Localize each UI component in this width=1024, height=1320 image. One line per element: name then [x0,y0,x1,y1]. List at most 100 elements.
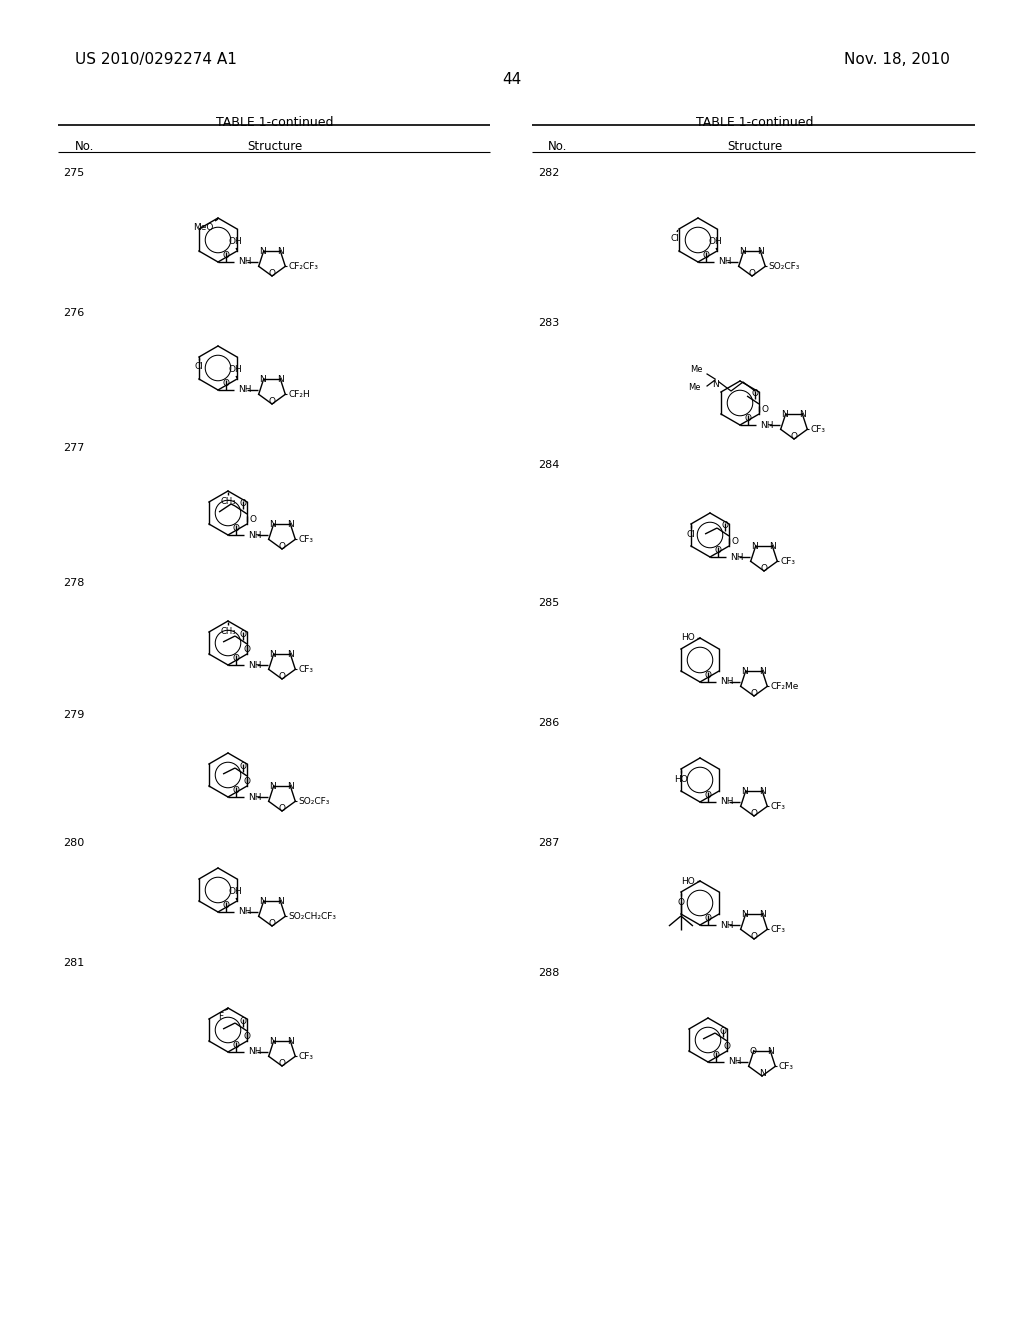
Text: NH: NH [730,553,743,561]
Text: O: O [702,251,710,260]
Text: N: N [739,247,746,256]
Text: N: N [758,247,764,256]
Text: NH: NH [720,797,733,807]
Text: Cl: Cl [195,362,204,371]
Text: O: O [244,1032,251,1041]
Text: 287: 287 [538,838,559,847]
Text: O: O [722,521,728,531]
Text: N: N [768,1047,774,1056]
Text: O: O [232,1041,240,1049]
Text: N: N [288,781,294,791]
Text: CF₃: CF₃ [770,801,785,810]
Text: N: N [752,543,759,550]
Text: O: O [731,537,738,546]
Text: O: O [791,432,798,441]
Text: TABLE 1-continued: TABLE 1-continued [696,116,814,129]
Text: N: N [278,247,285,256]
Text: O: O [268,397,275,407]
Text: CF₃: CF₃ [770,925,785,933]
Text: O: O [750,1047,757,1056]
Text: N: N [269,649,276,659]
Text: O: O [761,405,768,414]
Text: OH: OH [228,238,242,246]
Text: OH: OH [228,366,242,374]
Text: O: O [751,809,758,818]
Text: O: O [705,913,712,923]
Text: O: O [222,379,229,388]
Text: O: O [279,543,286,550]
Text: Cl: Cl [686,531,695,539]
Text: N: N [760,787,766,796]
Text: N: N [712,380,719,389]
Text: 277: 277 [63,444,84,453]
Text: O: O [232,653,240,663]
Text: CH₃: CH₃ [220,498,236,506]
Text: NH: NH [238,385,252,395]
Text: NH: NH [248,531,261,540]
Text: O: O [240,630,247,639]
Text: US 2010/0292274 A1: US 2010/0292274 A1 [75,51,237,67]
Text: NH: NH [238,257,252,267]
Text: O: O [240,762,247,771]
Text: NH: NH [238,908,252,916]
Text: NH: NH [720,677,733,686]
Text: Cl: Cl [671,234,679,243]
Text: N: N [269,520,276,529]
Text: CH₃: CH₃ [220,627,236,636]
Text: O: O [705,791,712,800]
Text: N: N [800,411,806,418]
Text: CF₃: CF₃ [810,425,825,434]
Text: N: N [269,781,276,791]
Text: CF₃: CF₃ [298,1052,313,1061]
Text: NH: NH [728,1057,741,1067]
Text: Me: Me [690,366,703,375]
Text: OH: OH [228,887,242,896]
Text: Structure: Structure [248,140,303,153]
Text: N: N [741,909,749,919]
Text: O: O [279,804,286,813]
Text: O: O [244,645,251,653]
Text: O: O [249,515,256,524]
Text: N: N [781,411,788,418]
Text: NH: NH [248,1048,261,1056]
Text: 281: 281 [63,958,84,968]
Text: SO₂CF₃: SO₂CF₃ [768,261,800,271]
Text: O: O [279,1059,286,1068]
Text: N: N [278,375,285,384]
Text: O: O [744,414,752,422]
Text: N: N [759,1069,765,1078]
Text: NH: NH [718,257,731,267]
Text: No.: No. [548,140,567,153]
Text: 275: 275 [63,168,84,178]
Text: O: O [752,389,759,399]
Text: O: O [279,672,286,681]
Text: NH: NH [720,920,733,929]
Text: O: O [715,546,722,554]
Text: O: O [724,1041,730,1051]
Text: CF₂H: CF₂H [289,389,310,399]
Text: NH: NH [248,660,261,669]
Text: O: O [713,1051,720,1060]
Text: O: O [751,689,758,698]
Text: O: O [240,1016,247,1026]
Text: 276: 276 [63,308,84,318]
Text: N: N [260,247,266,256]
Text: O: O [222,902,229,909]
Text: N: N [269,1038,276,1045]
Text: N: N [260,898,266,906]
Text: Structure: Structure [727,140,782,153]
Text: HO: HO [681,634,695,643]
Text: N: N [770,543,776,550]
Text: 282: 282 [538,168,559,178]
Text: CF₃: CF₃ [780,557,796,566]
Text: No.: No. [75,140,94,153]
Text: HO: HO [674,775,688,784]
Text: O: O [705,671,712,680]
Text: F: F [218,1012,223,1020]
Text: SO₂CH₂CF₃: SO₂CH₂CF₃ [289,912,336,921]
Text: OH: OH [709,238,722,246]
Text: O: O [720,1027,727,1036]
Text: O: O [749,269,756,279]
Text: HO: HO [681,876,695,886]
Text: Nov. 18, 2010: Nov. 18, 2010 [844,51,950,67]
